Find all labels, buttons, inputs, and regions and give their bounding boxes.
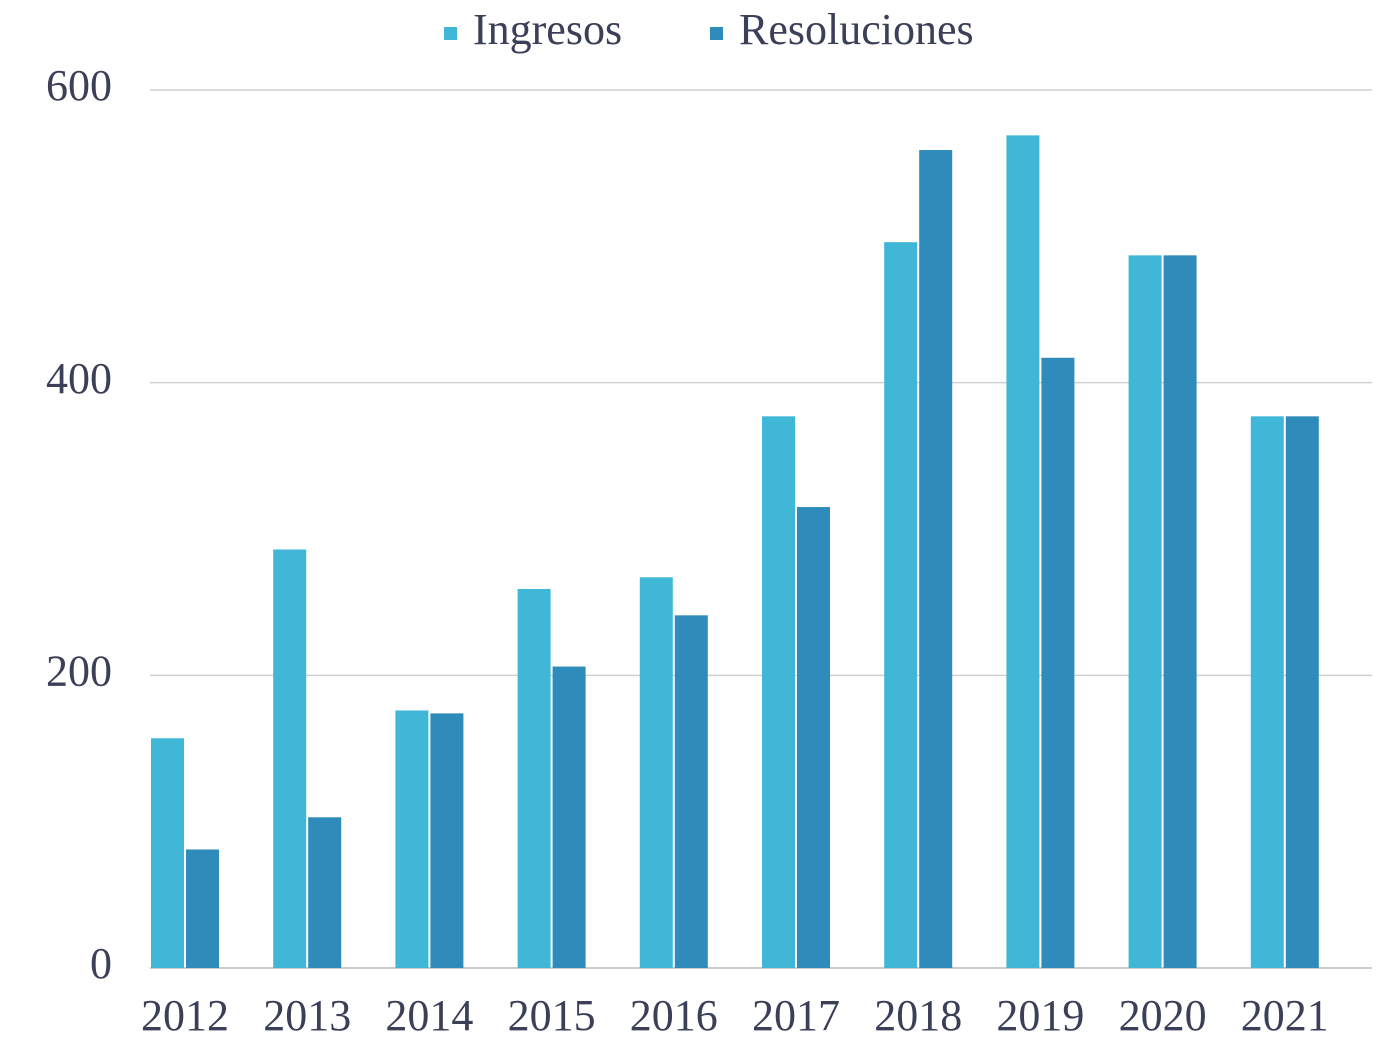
x-tick-label: 2016 — [630, 991, 718, 1040]
bar — [273, 549, 307, 968]
bar — [674, 615, 708, 968]
x-tick-label: 2020 — [1119, 991, 1207, 1040]
x-tick-label: 2019 — [996, 991, 1084, 1040]
x-tick-label: 2021 — [1241, 991, 1329, 1040]
bar — [884, 242, 918, 969]
bar — [395, 710, 429, 968]
bar — [1128, 255, 1162, 968]
bar — [762, 416, 795, 968]
bar — [517, 588, 551, 968]
x-tick-label: 2012 — [141, 991, 229, 1040]
bar — [639, 577, 673, 968]
bar — [1041, 357, 1075, 968]
bar — [308, 817, 342, 968]
x-tick-label: 2018 — [874, 991, 962, 1040]
y-tick-label: 0 — [90, 939, 112, 988]
y-tick-label: 200 — [46, 646, 112, 695]
bar — [552, 666, 586, 968]
x-tick-label: 2017 — [752, 991, 840, 1040]
legend-swatch — [710, 27, 723, 40]
bar — [1006, 135, 1040, 968]
bar — [1163, 255, 1197, 968]
legend-swatch — [444, 27, 457, 40]
x-tick-label: 2014 — [385, 991, 473, 1040]
bar — [1285, 416, 1319, 968]
bar — [186, 849, 219, 968]
legend-label: Resoluciones — [739, 5, 974, 54]
bar — [430, 713, 464, 968]
y-tick-label: 400 — [46, 354, 112, 403]
bar — [797, 507, 830, 968]
bar — [1250, 416, 1284, 968]
y-tick-label: 600 — [46, 61, 112, 110]
x-tick-label: 2015 — [508, 991, 596, 1040]
bar — [151, 738, 184, 968]
bar — [919, 149, 953, 968]
legend-label: Ingresos — [473, 5, 622, 54]
x-tick-label: 2013 — [263, 991, 351, 1040]
